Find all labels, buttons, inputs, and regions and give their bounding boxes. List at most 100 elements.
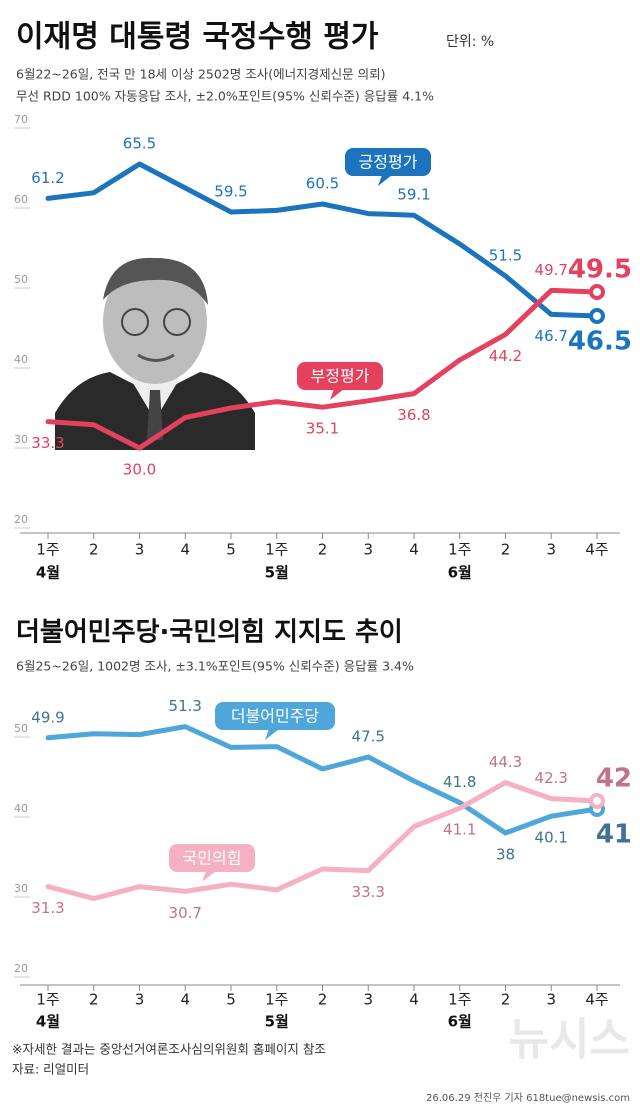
x-tick-label: 3: [363, 541, 373, 559]
logo: 뉴시스: [509, 1014, 630, 1065]
y-tick-label: 20: [14, 513, 28, 526]
footnote: ※자세한 결과는 중앙선거여론조사심의위원회 홈페이지 참조: [12, 1042, 326, 1057]
x-tick-label: 1주: [36, 541, 59, 559]
value-label: 40.1: [535, 829, 568, 847]
legend-box: [215, 702, 335, 730]
value-label: 35.1: [306, 420, 339, 438]
line: [45, 287, 600, 451]
line: [45, 780, 600, 902]
value-label: 61.2: [31, 169, 64, 187]
x-tick-label: 4: [180, 991, 190, 1009]
value-label: 33.3: [352, 883, 385, 901]
month-label: 5월: [265, 1013, 289, 1031]
legend-item: 긍정평가: [345, 148, 431, 186]
end-label: 42: [596, 764, 632, 794]
value-label: 65.5: [123, 135, 156, 153]
end-marker: [589, 284, 605, 300]
legend-label: 국민의힘: [183, 849, 242, 868]
x-tick-label: 5: [226, 991, 236, 1009]
value-label: 47.5: [352, 728, 385, 746]
y-tick-label: 60: [14, 193, 28, 206]
x-tick-label: 4주: [585, 991, 608, 1009]
x-tick-label: 4: [180, 541, 190, 559]
x-tick-label: 3: [546, 991, 556, 1009]
legend-pointer: [265, 729, 279, 740]
end-label: 46.5: [568, 327, 632, 357]
note: 6월25~26일, 1002명 조사, ±3.1%포인트(95% 신뢰수준) 응…: [16, 659, 414, 674]
y-tick-label: 70: [14, 113, 28, 126]
unit: 단위: %: [446, 34, 494, 50]
source: 자료: 리얼미터: [12, 1062, 89, 1077]
chart-title: 이재명 대통령 국정수행 평가: [16, 20, 379, 55]
value-label: 30.0: [123, 461, 156, 479]
value-label: 46.7: [535, 327, 568, 345]
x-tick-label: 2: [501, 991, 511, 1009]
value-label: 59.5: [214, 183, 247, 201]
x-tick-label: 3: [135, 541, 145, 559]
value-label: 42.3: [535, 769, 568, 787]
x-tick-label: 2: [89, 541, 99, 559]
month-label: 4월: [36, 564, 60, 582]
line: [45, 724, 600, 836]
y-tick-label: 40: [14, 353, 28, 366]
value-label: 38: [496, 846, 515, 864]
legend-item: 더불어민주당: [215, 702, 335, 740]
x-tick-label: 3: [546, 541, 556, 559]
line: [45, 161, 600, 319]
month-label: 4월: [36, 1013, 60, 1031]
value-label: 31.3: [31, 899, 64, 917]
chart-title: 더불어민주당·국민의힘 지지도 추이: [16, 618, 403, 648]
value-label: 41.1: [443, 821, 476, 839]
x-tick-label: 4: [409, 541, 419, 559]
legend-box: [297, 362, 383, 390]
x-tick-label: 1주: [36, 991, 59, 1009]
y-tick-label: 50: [14, 722, 28, 735]
legend-pointer: [378, 175, 392, 186]
x-tick-label: 3: [135, 991, 145, 1009]
legend-item: 부정평가: [297, 362, 383, 400]
value-label: 51.3: [169, 697, 202, 715]
value-label: 60.5: [306, 175, 339, 193]
end-label: 41: [596, 820, 632, 850]
x-tick-label: 4: [409, 991, 419, 1009]
legend-item: 국민의힘: [169, 844, 255, 882]
x-tick-label: 1주: [448, 541, 471, 559]
value-label: 36.8: [397, 406, 430, 424]
x-tick-label: 2: [89, 991, 99, 1009]
y-tick-label: 30: [14, 882, 28, 895]
value-label: 33.3: [31, 434, 64, 452]
x-tick-label: 1주: [448, 991, 471, 1009]
x-tick-label: 3: [363, 991, 373, 1009]
x-tick-label: 1주: [265, 991, 288, 1009]
legend-label: 긍정평가: [359, 153, 418, 172]
y-tick-label: 30: [14, 433, 28, 446]
value-label: 51.5: [489, 247, 522, 265]
legend-box: [345, 148, 431, 176]
x-tick-label: 1주: [265, 541, 288, 559]
value-label: 44.2: [489, 347, 522, 365]
month-label: 5월: [265, 564, 289, 582]
x-tick-label: 5: [226, 541, 236, 559]
legend-pointer: [202, 871, 216, 882]
month-label: 6월: [448, 1013, 472, 1031]
y-tick-label: 40: [14, 802, 28, 815]
end-label: 49.5: [568, 255, 632, 285]
end-marker: [589, 308, 605, 324]
x-tick-label: 2: [501, 541, 511, 559]
value-label: 59.1: [397, 186, 430, 204]
credit: 26.06.29 전진우 기자 618tue@newsis.com: [426, 1092, 630, 1104]
note: 6월22~26일, 전국 만 18세 이상 2502명 조사(에너지경제신문 의…: [16, 67, 386, 82]
legend-pointer: [330, 389, 344, 400]
y-tick-label: 50: [14, 273, 28, 286]
x-tick-label: 2: [318, 991, 328, 1009]
value-label: 44.3: [489, 753, 522, 771]
legend-label: 부정평가: [311, 367, 370, 386]
end-marker: [589, 793, 605, 809]
legend-label: 더불어민주당: [231, 707, 320, 726]
month-label: 6월: [448, 564, 472, 582]
value-label: 41.8: [443, 773, 476, 791]
value-label: 30.7: [169, 904, 202, 922]
y-tick-label: 20: [14, 962, 28, 975]
